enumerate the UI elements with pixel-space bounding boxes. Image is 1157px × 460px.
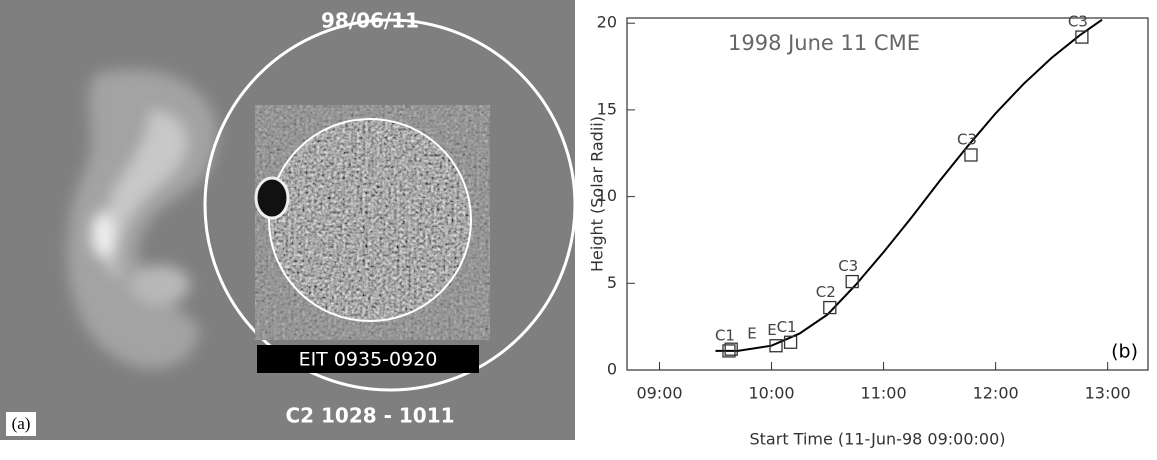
point-label: C2 (816, 283, 836, 301)
data-point (724, 342, 738, 356)
data-point (823, 300, 837, 315)
panel-label: (a) (12, 414, 31, 433)
x-tick-label: 13:00 (1085, 384, 1131, 403)
eruption (254, 176, 290, 220)
x-tick-label: 11:00 (861, 384, 907, 403)
c2-label: C2 1028 - 1011 (285, 404, 454, 428)
point-label: E (747, 325, 756, 343)
panel-a: EIT 0935-0920 98/06/11 C2 1028 - 1011 (a… (0, 0, 577, 440)
y-axis-label: Height (Solar Radii) (588, 116, 607, 272)
date-label: 98/06/11 (321, 9, 419, 33)
data-point (783, 335, 798, 349)
point-label: C1 (715, 326, 735, 344)
data-point (1075, 30, 1089, 44)
point-label: C3 (1068, 13, 1088, 31)
eit-disk-texture (269, 119, 471, 321)
point-label: C1 (777, 318, 797, 336)
y-tick-label: 0 (607, 360, 617, 379)
chart-title: 1998 June 11 CME (728, 31, 920, 55)
fit-curve (715, 18, 1103, 352)
point-label: C3 (838, 257, 858, 275)
eit-label: EIT 0935-0920 (299, 349, 438, 371)
panel-b: 09:00 10:00 11:00 12:00 13:00 0 5 10 15 20 Start T… (588, 13, 1149, 449)
data-point (769, 339, 783, 353)
plot-frame (626, 17, 1149, 371)
eit-label-box (257, 345, 479, 373)
panel-label: (b) (1111, 341, 1138, 363)
occulter-circle (203, 18, 577, 392)
data-point (722, 344, 736, 358)
data-point (845, 274, 859, 289)
data-point (964, 148, 978, 162)
x-tick-label: 10:00 (748, 384, 794, 403)
solar-limb (268, 118, 472, 322)
point-label: C3 (957, 130, 977, 148)
curve-group (715, 18, 1103, 352)
y-tick-label: 20 (597, 13, 617, 32)
y-tick-label: 10 (597, 186, 617, 205)
y-tick-label: 15 (597, 99, 617, 118)
panel-label-box (6, 412, 36, 436)
x-tick-label: 09:00 (636, 384, 682, 403)
x-tick-label: 12:00 (973, 384, 1019, 403)
cme-structure (67, 69, 218, 369)
y-tick-label: 5 (607, 273, 617, 292)
x-axis-label: Start Time (11-Jun-98 09:00:00) (750, 430, 1006, 449)
point-label: E (767, 321, 776, 339)
